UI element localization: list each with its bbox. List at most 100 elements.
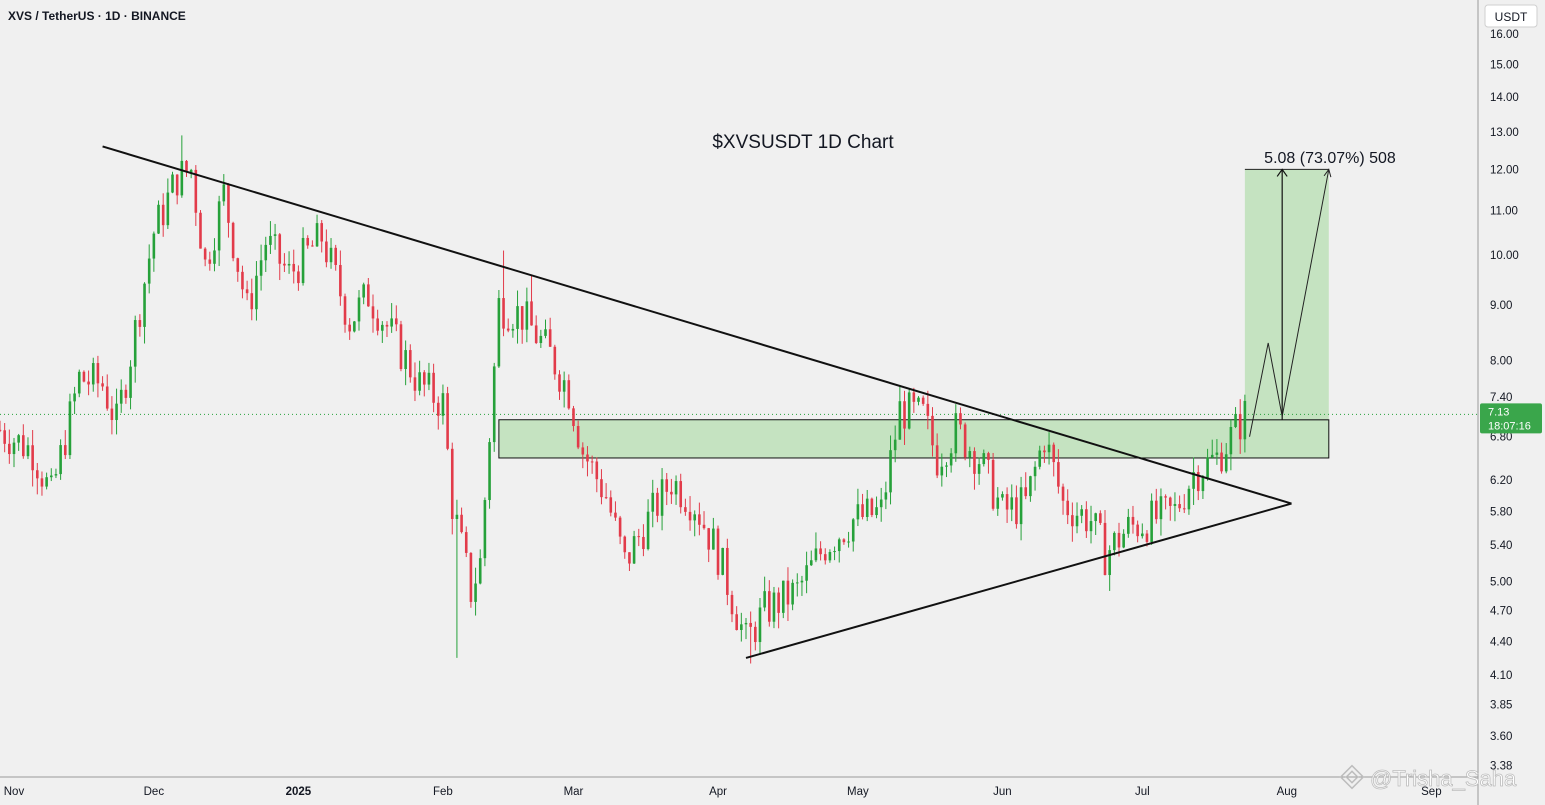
candle-bearish (642, 524, 645, 557)
candle-bearish (572, 405, 575, 432)
candle-bearish (250, 278, 254, 321)
candle-bullish (954, 404, 958, 462)
price-unit-label: USDT (1495, 10, 1528, 24)
candle-bearish (842, 538, 846, 545)
candle-bearish (553, 344, 557, 380)
candle-bullish (632, 530, 636, 564)
candle-bearish (124, 384, 128, 404)
zone-layer (0, 168, 1478, 459)
candle-bearish (1168, 496, 1172, 521)
candle-bearish (105, 374, 109, 411)
candle-bearish (1005, 487, 1009, 523)
time-tick-label: 2025 (286, 786, 312, 798)
candle-bearish (1164, 494, 1167, 510)
candle-bullish (889, 435, 892, 505)
candle-bullish (949, 448, 953, 473)
current-price-tag: 7.13 18:07:16 (1480, 403, 1542, 434)
candle-bullish (1001, 491, 1004, 501)
candle-bearish (1117, 522, 1121, 557)
candle-bearish (348, 318, 351, 340)
candle-bearish (730, 590, 734, 623)
candle-bearish (464, 526, 468, 558)
ascending-trendline[interactable] (745, 502, 1292, 659)
candle-bullish (1038, 445, 1042, 470)
candle-bearish (590, 455, 594, 474)
candle-bearish (530, 274, 533, 326)
price-tick-label: 4.10 (1490, 670, 1512, 682)
price-tick-label: 3.38 (1490, 761, 1512, 773)
measure-label: 5.08 (73.07%) 508 (1264, 150, 1396, 167)
candle-bullish (49, 468, 53, 482)
descending-trendline[interactable] (102, 145, 1292, 505)
candle-bearish (670, 478, 673, 504)
candle-bullish (1108, 545, 1111, 591)
candle-bullish (879, 487, 883, 522)
candle-bearish (581, 442, 585, 469)
candle-bearish (311, 240, 314, 247)
candle-bearish (903, 390, 906, 445)
candle-bearish (600, 469, 603, 505)
candle-bearish (35, 462, 39, 495)
candle-bullish (977, 457, 981, 485)
candle-bullish (1192, 457, 1195, 505)
candle-bullish (478, 549, 482, 585)
candle-bearish (1043, 445, 1046, 463)
candle-bearish (241, 265, 244, 299)
candle-bullish (1033, 461, 1037, 491)
candle-bearish (1024, 472, 1028, 500)
candle-bullish (907, 388, 911, 430)
candle-bullish (497, 290, 501, 368)
candle-bullish (1010, 484, 1014, 522)
candle-bearish (367, 278, 370, 307)
candle-bullish (781, 580, 785, 619)
candle-bearish (595, 457, 599, 493)
candle-bearish (101, 376, 104, 391)
time-tick-label: May (847, 786, 869, 798)
support-zone[interactable] (498, 419, 1330, 459)
candle-bullish (856, 488, 860, 527)
candle-bullish (143, 282, 146, 344)
candle-bearish (297, 265, 300, 291)
candle-bearish (236, 257, 240, 282)
candle-bearish (436, 396, 440, 430)
candle-bullish (259, 244, 263, 291)
candle-bearish (413, 362, 417, 402)
candle-bearish (665, 473, 669, 506)
price-tick-label: 11.00 (1490, 205, 1518, 217)
price-tick-label: 6.80 (1490, 432, 1512, 444)
candle-bullish (54, 468, 58, 479)
bar-countdown: 18:07:16 (1488, 420, 1531, 432)
candle-bullish (1075, 502, 1079, 534)
candle-bearish (31, 430, 34, 487)
time-tick-label: Nov (4, 786, 25, 798)
price-tick-label: 6.20 (1490, 475, 1512, 487)
candle-bearish (768, 580, 771, 627)
candle-bearish (87, 370, 90, 396)
candle-bullish (77, 369, 81, 398)
current-price-value: 7.13 (1488, 406, 1509, 418)
candle-bullish (147, 244, 151, 294)
candle-bearish (959, 407, 962, 430)
target-zone[interactable] (1244, 169, 1329, 420)
candle-bearish (679, 473, 683, 514)
candle-bearish (628, 552, 631, 571)
price-tick-label: 3.60 (1490, 731, 1512, 743)
drawings-layer (102, 145, 1332, 659)
candle-bearish (432, 363, 435, 413)
candle-bullish (562, 371, 566, 408)
candle-bullish (287, 251, 291, 274)
candle-bullish (301, 227, 305, 286)
candle-bullish (362, 282, 365, 305)
candle-bearish (921, 395, 925, 406)
candle-bearish (96, 355, 100, 398)
projection-path[interactable] (1249, 169, 1330, 437)
candle-bullish (404, 340, 407, 386)
candle-bullish (133, 315, 137, 383)
candle-bearish (8, 429, 11, 464)
candle-bullish (68, 393, 72, 459)
price-unit-selector[interactable]: USDT (1484, 4, 1538, 28)
candle-bullish (847, 531, 850, 548)
candle-bearish (735, 606, 738, 631)
price-tick-label: 15.00 (1490, 59, 1519, 71)
